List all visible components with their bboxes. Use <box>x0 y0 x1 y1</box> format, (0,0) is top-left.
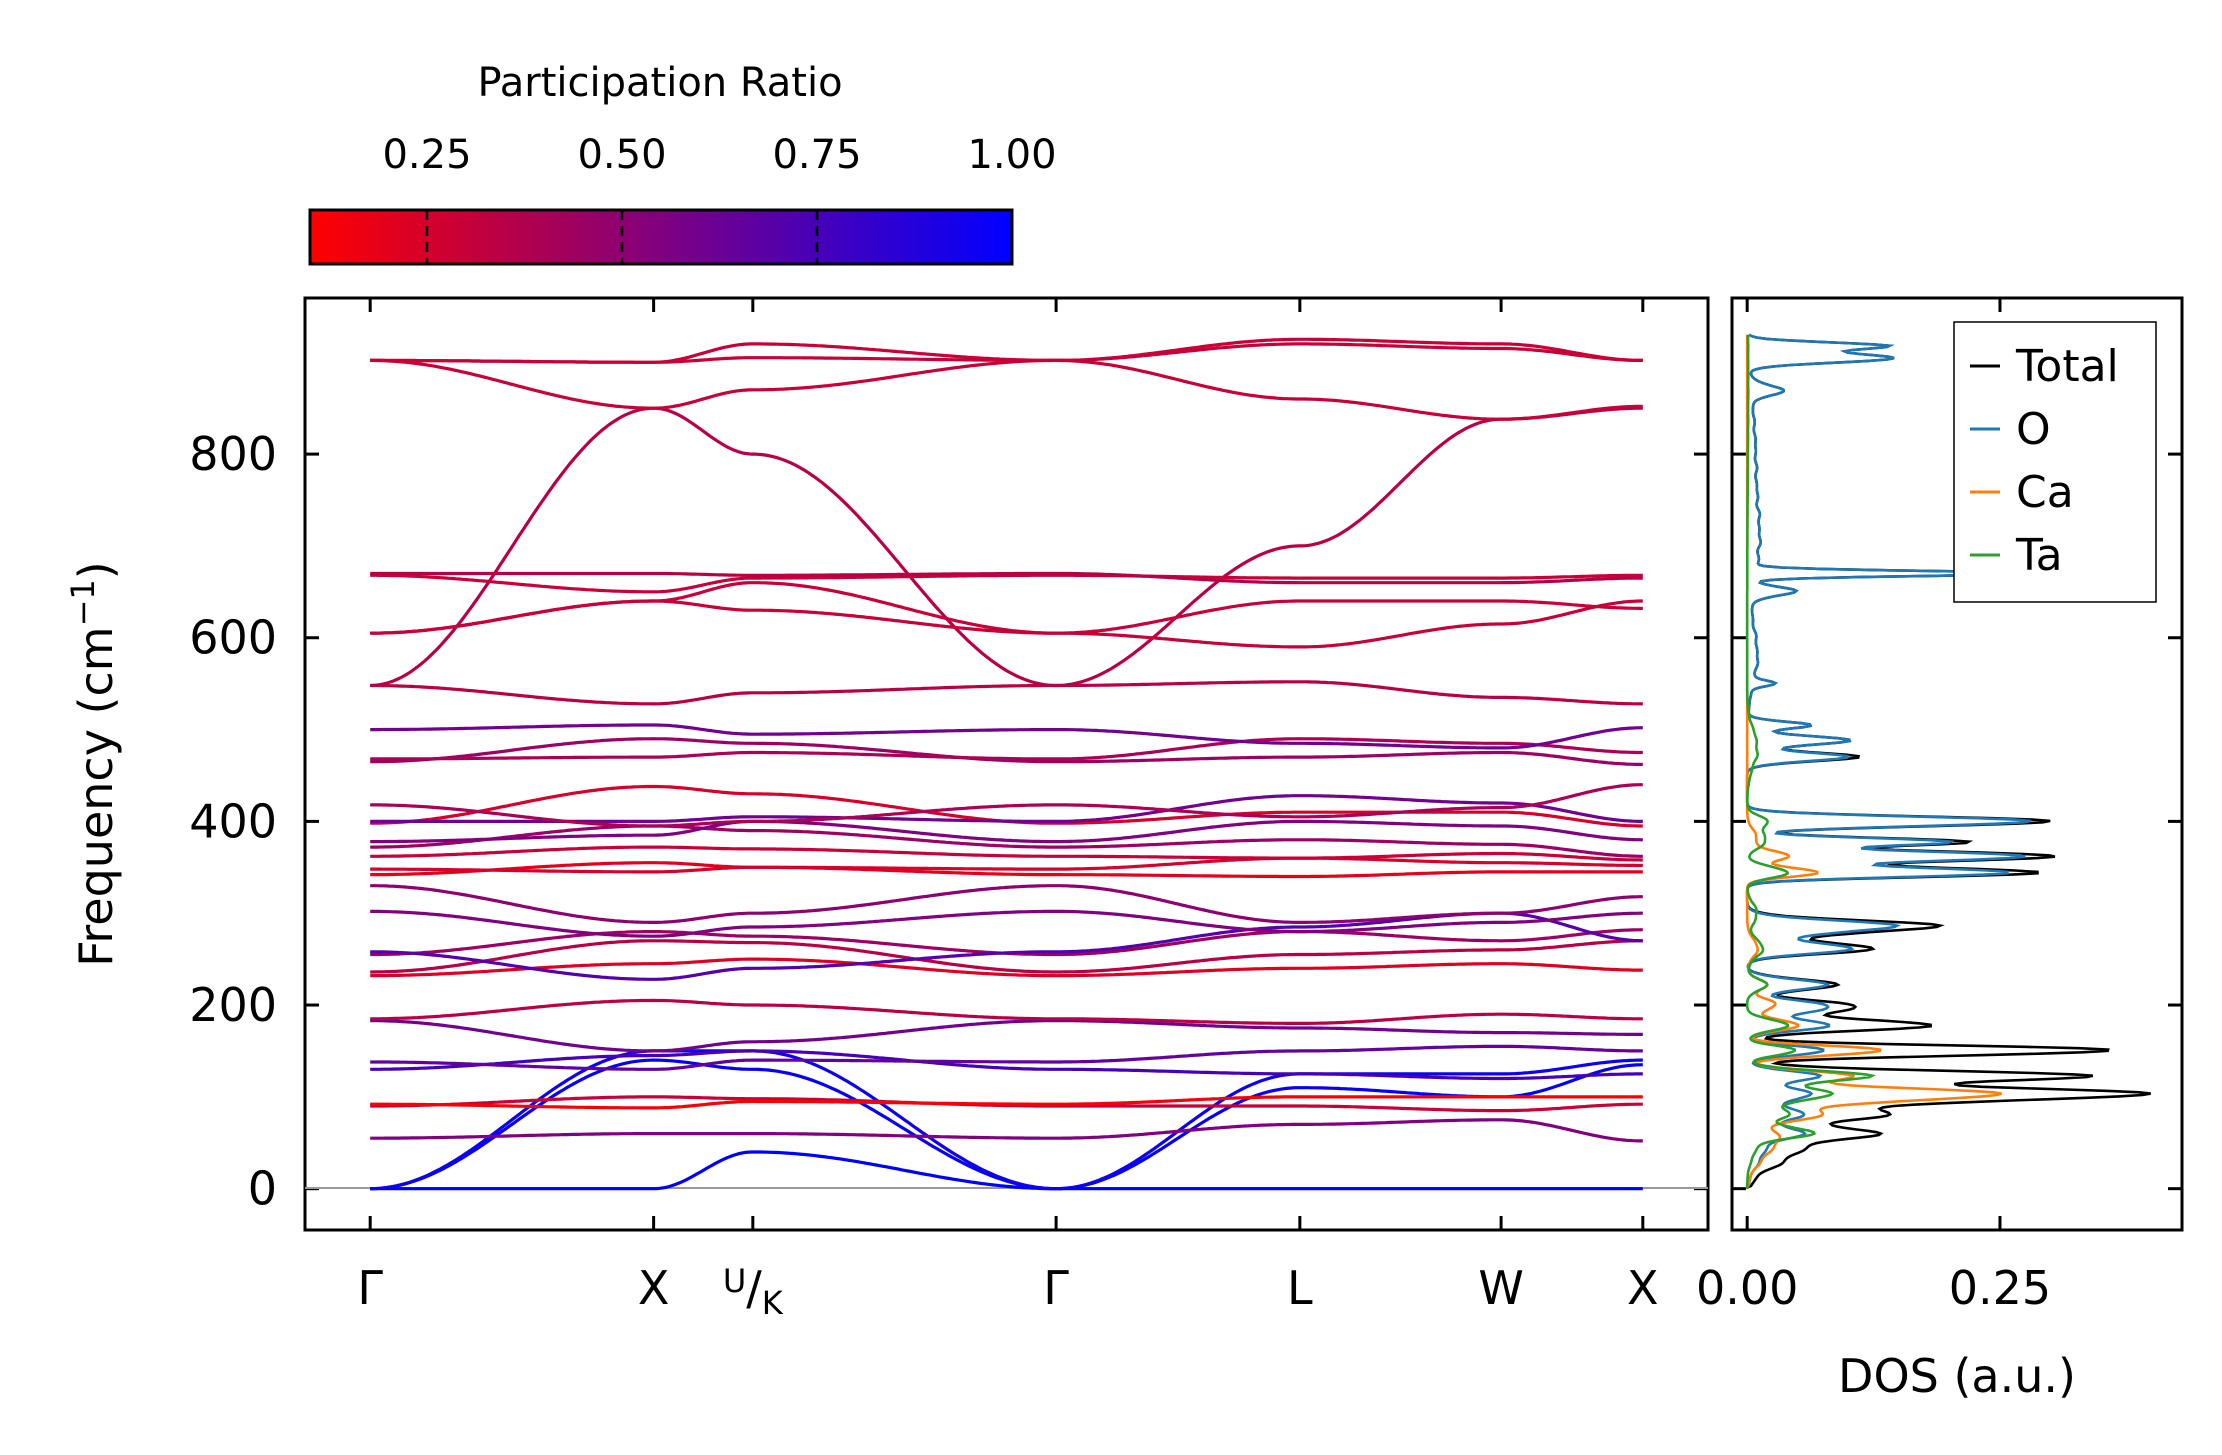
dos-lines <box>1745 333 2151 1189</box>
y-tick-label: 600 <box>189 611 277 665</box>
phonon-band <box>370 581 1643 649</box>
dos-x-tick-label: 0.25 <box>1949 1261 2051 1315</box>
phonon-band <box>370 824 1643 858</box>
phonon-band <box>370 1095 1643 1110</box>
phonon-band <box>370 406 1643 688</box>
y-tick-label: 200 <box>189 978 277 1032</box>
dos-panel: 0.00 0.25 DOS (a.u.) Total O Ca Ta <box>1696 296 2184 1403</box>
phonon-band <box>370 680 1643 706</box>
phonon-band <box>370 599 1643 635</box>
legend-items: Total O Ca Ta <box>1970 341 2119 581</box>
colorbar-ticks: 0.25 0.50 0.75 1.00 <box>382 132 1057 264</box>
band-structure-panel: 0 200 400 600 800 Γ X U/K Γ L W X Frequency (cm−1) <box>64 296 1710 1322</box>
x-tick-label: Γ <box>357 1261 383 1315</box>
colorbar-tick-label: 0.75 <box>772 132 861 178</box>
phonon-band <box>370 939 1643 974</box>
phonon-band <box>370 1018 1643 1053</box>
phonon-bands <box>370 337 1643 1191</box>
phonon-band <box>370 1150 1643 1191</box>
y-axis-label: Frequency (cm−1) <box>64 561 123 966</box>
colorbar-title: Participation Ratio <box>477 60 842 106</box>
dos-line-o <box>1745 333 2031 1189</box>
x-tick-label: X <box>1627 1261 1659 1315</box>
x-tick-label: W <box>1478 1261 1523 1315</box>
colorbar-tick-label: 1.00 <box>967 132 1056 178</box>
phonon-band <box>370 737 1643 761</box>
colorbar-gradient <box>308 208 1014 266</box>
phonon-band <box>370 337 1643 364</box>
x-tick-label-uk: U/K <box>723 1261 784 1322</box>
phonon-band <box>370 1044 1643 1071</box>
dos-line-ta <box>1745 334 1876 1189</box>
legend-label-o: O <box>2016 404 2051 455</box>
y-tick-label: 400 <box>189 794 277 848</box>
y-tick-label: 800 <box>189 427 277 481</box>
legend-label-ta: Ta <box>2015 530 2063 581</box>
phonon-band <box>370 884 1643 925</box>
phonon-band <box>370 737 1643 767</box>
y-tick-label: 0 <box>248 1162 277 1216</box>
legend-label-total: Total <box>2015 341 2119 392</box>
phonon-band <box>370 845 1643 862</box>
colorbar-tick-label: 0.25 <box>382 132 471 178</box>
dos-legend: Total O Ca Ta <box>1953 321 2157 603</box>
phonon-band <box>370 856 1643 874</box>
phonon-band <box>370 909 1643 938</box>
phonon-band <box>370 571 1643 585</box>
phonon-band <box>370 819 1643 844</box>
band-structure-ticks: 0 200 400 600 800 Γ X U/K Γ L W X <box>189 298 1708 1322</box>
phonon-band <box>370 783 1643 828</box>
dos-x-tick-label: 0.00 <box>1696 1261 1798 1315</box>
x-tick-label: Γ <box>1043 1261 1069 1315</box>
phonon-band <box>370 1049 1643 1081</box>
phonon-band <box>370 957 1643 978</box>
phonon-band <box>370 358 1643 421</box>
phonon-band <box>370 998 1643 1026</box>
colorbar: Participation Ratio 0.25 0.50 0.75 1.00 <box>308 60 1057 266</box>
dos-x-axis-label: DOS (a.u.) <box>1838 1349 2076 1403</box>
legend-label-ca: Ca <box>2016 467 2074 518</box>
phonon-band <box>370 573 1643 594</box>
x-tick-label: L <box>1287 1261 1313 1315</box>
dos-ticks: 0.00 0.25 <box>1696 298 2182 1315</box>
dos-frame <box>1730 296 2184 1232</box>
phonon-band <box>370 723 1643 750</box>
phonon-band <box>370 861 1643 879</box>
x-tick-label: X <box>638 1261 670 1315</box>
colorbar-tick-label: 0.50 <box>577 132 666 178</box>
band-structure-frame <box>303 296 1710 1232</box>
phonon-band <box>370 1118 1643 1143</box>
phonon-band <box>370 1049 1643 1191</box>
